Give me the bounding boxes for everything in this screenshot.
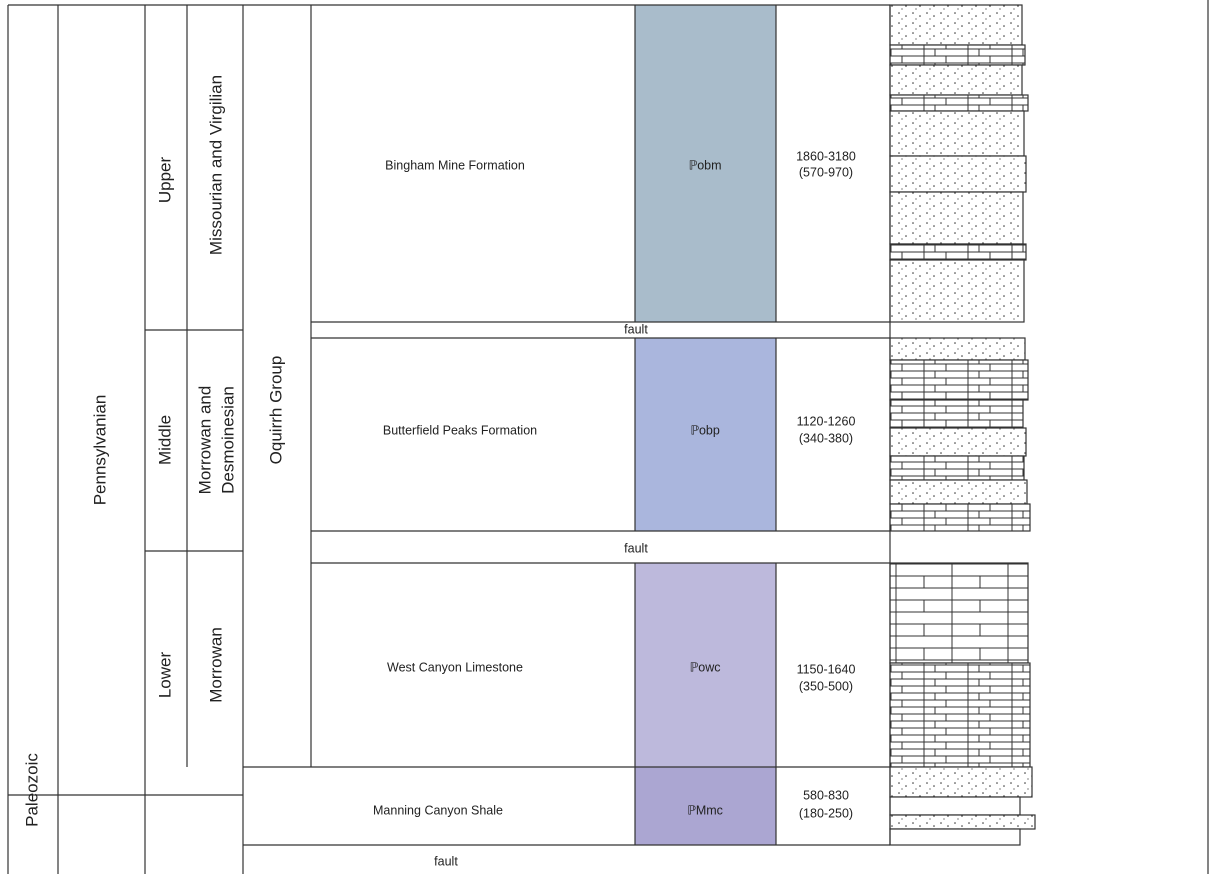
- fault-label: fault: [624, 322, 648, 336]
- stage-label: Desmoinesian: [218, 386, 237, 494]
- stratigraphic-column: Paleozoic Pennsylvanian Upper Middle Low…: [0, 0, 1225, 874]
- thickness: (180-250): [799, 806, 853, 820]
- thickness: (340-380): [799, 431, 853, 445]
- stage-label: Morrowan and: [195, 386, 214, 495]
- stage-label: Morrowan: [206, 627, 225, 703]
- formation-name: Butterfield Peaks Formation: [383, 423, 537, 437]
- map-unit: ℙowc: [690, 660, 721, 674]
- thickness: 1120-1260: [797, 414, 856, 428]
- epoch-label: Middle: [155, 415, 174, 465]
- fault-label: fault: [624, 541, 648, 555]
- epoch-label: Upper: [155, 157, 174, 204]
- thickness: (570-970): [799, 165, 853, 179]
- thickness: 580-830: [803, 788, 849, 802]
- thickness: 1150-1640: [797, 662, 856, 676]
- map-unit: ℙobp: [690, 423, 720, 437]
- lithology: [890, 5, 1035, 845]
- formation-name: Manning Canyon Shale: [373, 803, 503, 817]
- era-label: Paleozoic: [22, 753, 41, 827]
- map-unit: ℙobm: [688, 158, 721, 172]
- stage-label: Missourian and Virgilian: [206, 75, 225, 255]
- group-label: Oquirrh Group: [266, 356, 285, 465]
- fault-label: fault: [434, 854, 458, 868]
- epoch-label: Lower: [155, 652, 174, 699]
- thickness: 1860-3180: [796, 149, 856, 163]
- thickness: (350-500): [799, 679, 853, 693]
- formation-name: West Canyon Limestone: [387, 660, 523, 674]
- formation-name: Bingham Mine Formation: [385, 158, 525, 172]
- period-label: Pennsylvanian: [90, 395, 109, 506]
- map-unit: ℙMmc: [687, 803, 723, 817]
